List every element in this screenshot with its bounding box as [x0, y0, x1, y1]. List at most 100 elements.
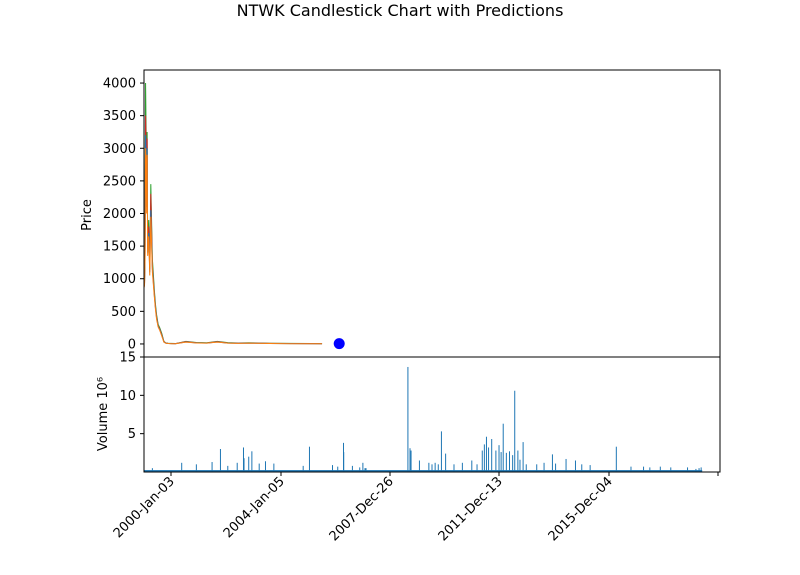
volume-bar	[574, 460, 576, 472]
volume-bar	[649, 467, 651, 472]
volume-panel: 5 10 15 Volume 10⁶	[96, 351, 721, 473]
volume-bar	[337, 466, 339, 472]
volume-bar	[581, 464, 583, 472]
price-y-tick-label: 3500	[103, 109, 136, 124]
volume-bar	[615, 446, 617, 472]
volume-bar	[481, 450, 483, 472]
volume-bar	[453, 464, 455, 472]
volume-bar	[434, 462, 436, 472]
volume-bar	[488, 447, 490, 472]
chart-title: NTWK Candlestick Chart with Predictions	[237, 1, 564, 20]
price-y-ticks: 0 500 1000 1500 2000 2500 3000 3500 4000	[103, 77, 144, 352]
price-series-line	[143, 83, 323, 345]
price-y-tick-label: 2500	[103, 174, 136, 189]
volume-bar	[264, 461, 266, 472]
x-tick-label: 2004-Jan-05	[221, 474, 288, 541]
volume-bar	[485, 436, 487, 472]
volume-bar	[695, 468, 697, 472]
volume-bar	[364, 468, 366, 472]
volume-bar	[512, 455, 514, 472]
volume-baseline	[144, 470, 703, 472]
volume-bar	[500, 452, 502, 472]
volume-bar	[211, 462, 213, 472]
volume-y-label: Volume 10⁶	[96, 377, 111, 451]
volume-bar	[687, 467, 689, 472]
volume-bar	[302, 465, 304, 472]
volume-bar	[519, 459, 521, 472]
volume-bar	[359, 467, 361, 472]
volume-bar	[242, 447, 244, 472]
volume-bar	[514, 390, 516, 472]
volume-bar	[181, 462, 183, 472]
price-series-group	[143, 83, 323, 345]
volume-bar	[407, 366, 409, 472]
volume-bar	[236, 462, 238, 472]
volume-bar	[551, 454, 553, 472]
volume-bar	[248, 456, 250, 472]
price-series-line	[143, 148, 323, 345]
volume-axes-frame	[143, 356, 721, 473]
volume-bar	[461, 462, 463, 472]
volume-bar	[219, 449, 221, 472]
volume-bar	[643, 466, 645, 472]
volume-bar	[630, 466, 632, 472]
volume-bar	[698, 468, 700, 472]
price-y-tick-label: 1000	[103, 272, 136, 287]
volume-bar	[543, 462, 545, 472]
price-y-tick-label: 4000	[103, 77, 136, 92]
volume-bar	[522, 442, 524, 472]
price-series-line	[143, 115, 323, 345]
volume-bar	[670, 467, 672, 472]
volume-bar	[525, 464, 527, 472]
volume-bar	[251, 451, 253, 472]
volume-bar	[536, 464, 538, 472]
volume-y-tick-label: 10	[119, 389, 136, 404]
volume-y-tick-label: 15	[119, 351, 136, 366]
volume-bar	[362, 462, 364, 472]
volume-bar	[700, 467, 702, 472]
volume-bar	[243, 458, 245, 472]
volume-bar	[308, 446, 310, 472]
volume-bar	[273, 463, 275, 472]
volume-bar	[589, 465, 591, 472]
volume-bar	[437, 464, 439, 472]
price-axes-frame	[143, 69, 721, 358]
volume-bar	[471, 460, 473, 472]
prediction-marker	[333, 338, 345, 350]
volume-bar	[476, 464, 478, 472]
volume-bars	[144, 366, 703, 472]
x-tick-label: 2015-Dec-04	[546, 474, 616, 544]
volume-bar	[258, 463, 260, 472]
volume-bar	[409, 448, 411, 472]
volume-bar	[151, 468, 153, 472]
volume-bar	[431, 464, 433, 472]
volume-bar	[505, 452, 507, 472]
volume-bar	[495, 450, 497, 472]
volume-bar	[227, 465, 229, 472]
price-series-line	[143, 135, 323, 345]
x-tick-label: 2007-Dec-26	[327, 474, 397, 544]
volume-y-tick-label: 5	[128, 427, 136, 442]
volume-bar	[410, 450, 412, 472]
price-y-tick-label: 500	[111, 305, 136, 320]
x-axis-ticks: 2000-Jan-03 2004-Jan-05 2007-Dec-26 2011-De…	[111, 472, 719, 544]
volume-bar	[659, 466, 661, 472]
price-panel: 0 500 1000 1500 2000 2500 3000 3500 4000 Price	[80, 69, 721, 358]
volume-bar	[483, 444, 485, 472]
volume-bar	[445, 453, 447, 472]
volume-bar	[418, 460, 420, 472]
volume-bar	[195, 464, 197, 472]
x-tick-label: 2000-Jan-03	[111, 474, 178, 541]
volume-bar	[508, 451, 510, 472]
volume-bar	[428, 462, 430, 472]
price-y-tick-label: 2000	[103, 207, 136, 222]
price-y-tick-label: 1500	[103, 240, 136, 255]
volume-bar	[565, 458, 567, 472]
volume-y-ticks: 5 10 15	[119, 351, 144, 442]
volume-bar	[440, 431, 442, 472]
x-tick-label: 2011-Dec-13	[436, 474, 506, 544]
volume-bar	[555, 463, 557, 472]
price-y-tick-label: 0	[128, 337, 136, 352]
price-y-tick-label: 3000	[103, 142, 136, 157]
